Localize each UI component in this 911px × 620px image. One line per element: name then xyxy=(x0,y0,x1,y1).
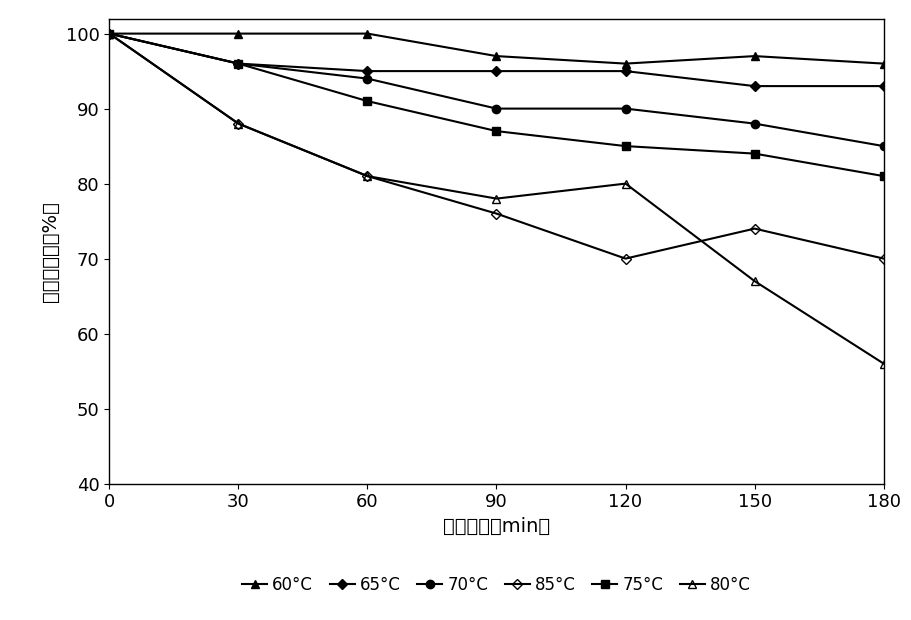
70°C xyxy=(491,105,502,112)
80°C xyxy=(491,195,502,202)
65°C xyxy=(878,82,889,90)
X-axis label: 处理时间（min）: 处理时间（min） xyxy=(443,517,550,536)
65°C xyxy=(749,82,760,90)
60°C xyxy=(491,52,502,60)
75°C xyxy=(878,172,889,180)
85°C xyxy=(233,120,244,127)
85°C xyxy=(491,210,502,218)
75°C xyxy=(104,30,115,37)
70°C xyxy=(620,105,631,112)
Line: 85°C: 85°C xyxy=(106,30,887,262)
85°C xyxy=(749,225,760,232)
75°C xyxy=(491,127,502,135)
65°C xyxy=(233,60,244,68)
85°C xyxy=(104,30,115,37)
65°C xyxy=(491,68,502,75)
60°C xyxy=(878,60,889,68)
60°C xyxy=(233,30,244,37)
60°C xyxy=(749,52,760,60)
75°C xyxy=(233,60,244,68)
60°C xyxy=(362,30,373,37)
80°C xyxy=(233,120,244,127)
75°C xyxy=(749,150,760,157)
85°C xyxy=(362,172,373,180)
Line: 65°C: 65°C xyxy=(106,30,887,89)
80°C xyxy=(878,360,889,367)
70°C xyxy=(362,75,373,82)
80°C xyxy=(104,30,115,37)
70°C xyxy=(104,30,115,37)
65°C xyxy=(620,68,631,75)
Line: 75°C: 75°C xyxy=(105,29,888,180)
60°C xyxy=(620,60,631,68)
75°C xyxy=(362,97,373,105)
70°C xyxy=(233,60,244,68)
80°C xyxy=(620,180,631,187)
Line: 70°C: 70°C xyxy=(105,29,888,150)
65°C xyxy=(362,68,373,75)
65°C xyxy=(104,30,115,37)
70°C xyxy=(878,143,889,150)
Legend: 60°C, 65°C, 70°C, 85°C, 75°C, 80°C: 60°C, 65°C, 70°C, 85°C, 75°C, 80°C xyxy=(242,575,751,593)
85°C xyxy=(620,255,631,262)
75°C xyxy=(620,143,631,150)
80°C xyxy=(749,277,760,285)
Y-axis label: 酶活保存率（%）: 酶活保存率（%） xyxy=(41,201,60,301)
70°C xyxy=(749,120,760,127)
60°C xyxy=(104,30,115,37)
80°C xyxy=(362,172,373,180)
Line: 80°C: 80°C xyxy=(105,29,888,368)
85°C xyxy=(878,255,889,262)
Line: 60°C: 60°C xyxy=(105,29,888,68)
